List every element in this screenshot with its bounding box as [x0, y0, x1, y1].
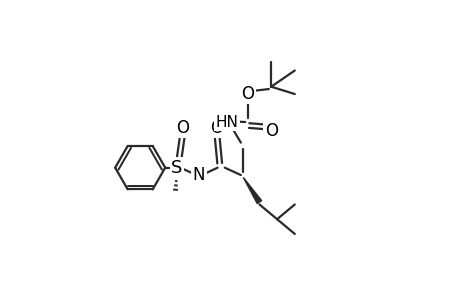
Text: HN: HN: [215, 115, 238, 130]
Text: N: N: [192, 166, 205, 184]
Text: O: O: [176, 119, 189, 137]
Polygon shape: [243, 177, 261, 204]
Text: S: S: [171, 159, 182, 177]
Text: O: O: [241, 85, 254, 103]
Text: O: O: [264, 122, 277, 140]
Text: O: O: [210, 119, 223, 137]
